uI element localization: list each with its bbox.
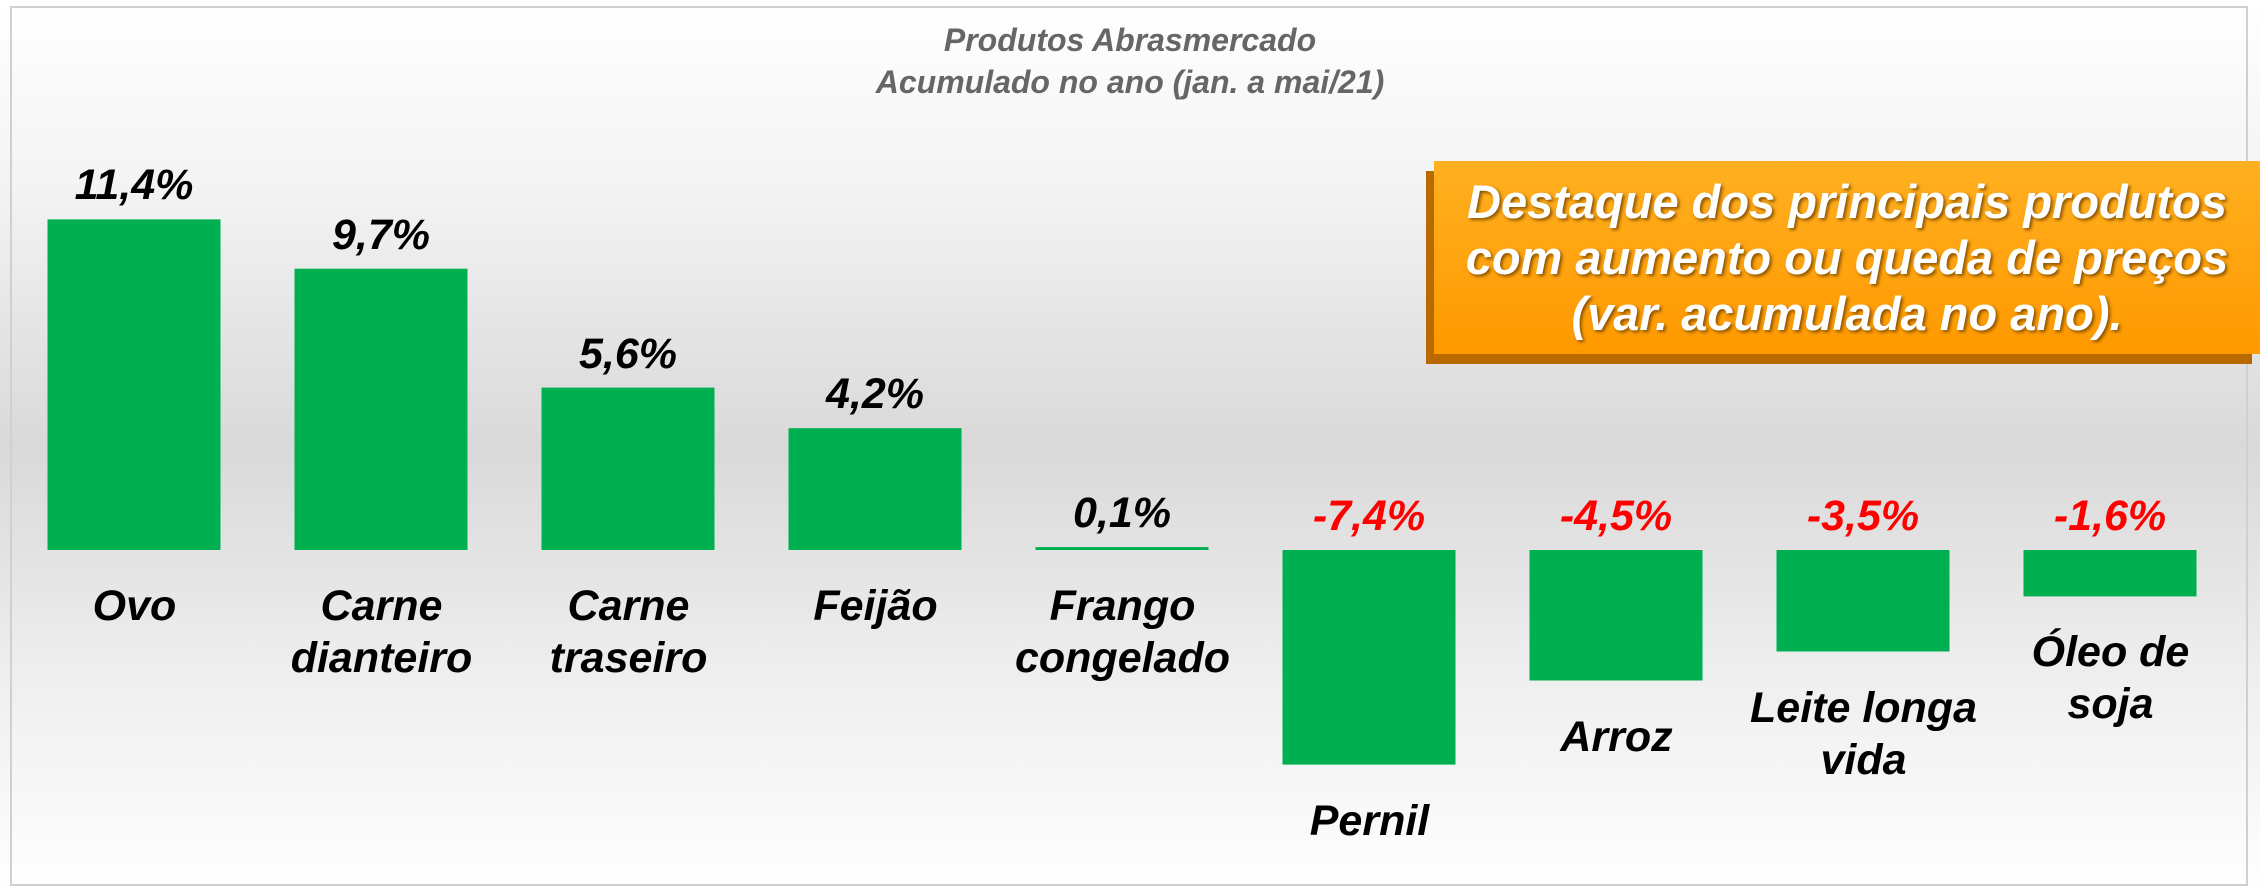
value-label: 11,4% bbox=[74, 161, 194, 210]
value-label: -4,5% bbox=[1559, 492, 1673, 540]
value-label: -7,4% bbox=[1312, 492, 1426, 540]
value-label: -1,6% bbox=[2053, 492, 2167, 540]
x-tick-label: Arroz bbox=[1560, 712, 1673, 761]
x-tick-label: Frango congelado bbox=[1014, 582, 1231, 682]
frame bbox=[10, 6, 2248, 886]
chart-title: Produtos Abrasmercado bbox=[943, 22, 1317, 58]
annotation: Destaque dos principais produtos com aum… bbox=[1434, 161, 2260, 354]
bar bbox=[294, 268, 468, 550]
x-tick-label: Pernil bbox=[1309, 796, 1430, 845]
value-label: 5,6% bbox=[578, 329, 677, 378]
x-tick-label: Feijão bbox=[813, 582, 938, 630]
x-tick-label: Óleo de soja bbox=[2031, 628, 2190, 729]
value-label: -3,5% bbox=[1806, 492, 1920, 540]
bar bbox=[1035, 547, 1209, 550]
bar bbox=[2023, 550, 2197, 597]
bar bbox=[47, 219, 221, 550]
chart-subtitle: Acumulado no ano (jan. a mai/21) bbox=[875, 64, 1385, 100]
x-tick-label: Carne dianteiro bbox=[290, 582, 473, 682]
bar bbox=[788, 428, 962, 550]
bar bbox=[1529, 550, 1703, 681]
x-tick-label: Leite longa vida bbox=[1750, 683, 1977, 784]
x-tick-label: Ovo bbox=[92, 582, 177, 630]
value-label: 9,7% bbox=[331, 210, 430, 259]
bar bbox=[1282, 550, 1456, 765]
x-tick-label: Carne traseiro bbox=[549, 582, 708, 682]
value-label: 0,1% bbox=[1072, 489, 1171, 538]
bar bbox=[1776, 550, 1950, 652]
bar bbox=[541, 387, 715, 550]
value-label: 4,2% bbox=[825, 370, 924, 419]
